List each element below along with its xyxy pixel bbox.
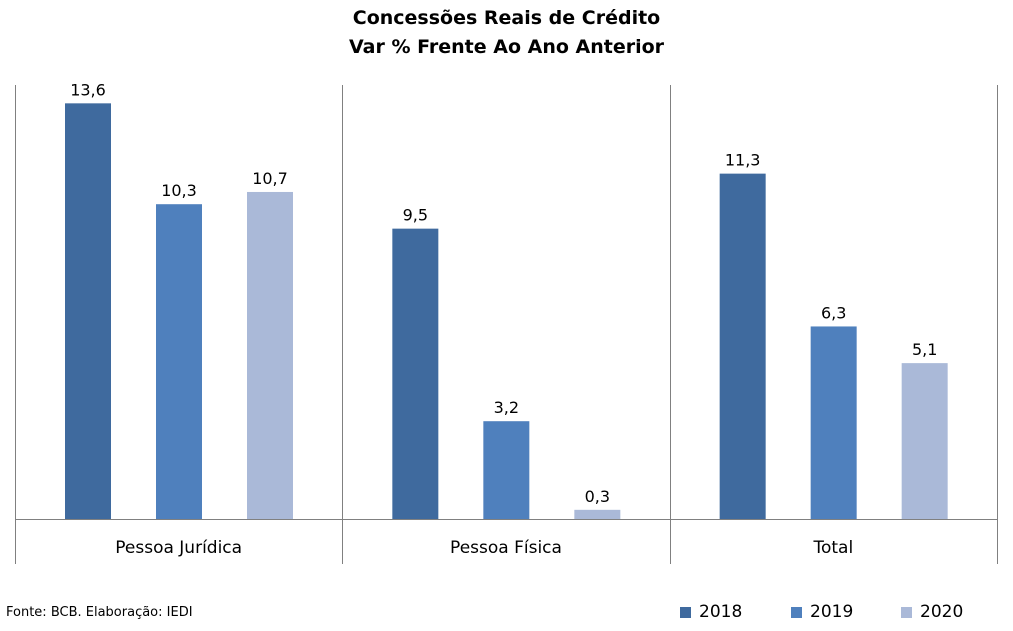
bar-2020-1 (574, 509, 621, 519)
bar-2020-2 (901, 363, 948, 519)
data-label-2018-2: 11,3 (725, 151, 761, 170)
bar-2018-0 (65, 103, 111, 520)
data-label-2018-1: 9,5 (403, 206, 428, 225)
category-label-2: Total (812, 538, 853, 558)
data-label-2019-2: 6,3 (821, 303, 846, 322)
data-label-2020-2: 5,1 (912, 340, 937, 359)
data-label-2018-0: 13,6 (70, 80, 106, 99)
data-label-2019-0: 10,3 (161, 181, 197, 200)
legend-label: 2018 (699, 602, 743, 622)
legend-item-2020: 2020 (901, 602, 963, 622)
legend-swatch (791, 606, 802, 618)
bar-2018-2 (719, 173, 766, 520)
bar-2019-2 (810, 326, 857, 519)
chart-subtitle: Var % Frente Ao Ano Anterior (348, 36, 665, 58)
legend-swatch (680, 606, 691, 618)
source-note: Fonte: BCB. Elaboração: IEDI (6, 605, 193, 620)
category-label-0: Pessoa Jurídica (115, 538, 242, 558)
bar-2020-0 (247, 191, 293, 519)
data-label-2020-1: 0,3 (585, 487, 610, 506)
bar-2019-0 (156, 204, 202, 519)
legend-label: 2019 (810, 602, 854, 622)
category-label-1: Pessoa Física (450, 538, 562, 558)
legend-item-2019: 2019 (791, 602, 853, 622)
bar-2018-1 (392, 228, 439, 519)
legend-label: 2020 (920, 602, 964, 622)
data-label-2020-0: 10,7 (252, 169, 288, 188)
bar-2019-1 (483, 421, 530, 519)
legend-item-2018: 2018 (680, 602, 742, 622)
legend-swatch (901, 606, 912, 618)
bar-chart: 13,6 10,3 10,7 Pessoa Jurídica 9,5 3,2 0,3 Pess… (15, 80, 998, 564)
data-label-2019-1: 3,2 (494, 398, 519, 417)
chart-title: Concessões Reais de Crédito (352, 7, 661, 29)
